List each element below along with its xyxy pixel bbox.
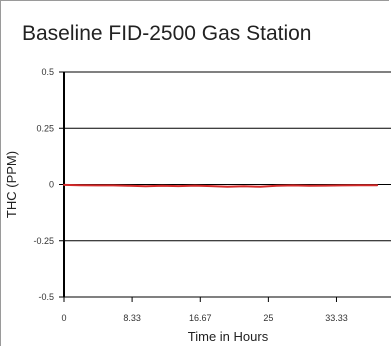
y-tick-label: -0.5 — [38, 292, 54, 302]
axes — [59, 71, 337, 302]
tick-labels: 0.5 0.25 0 -0.25 -0.5 0 8.33 16.67 25 33.33 — [33, 67, 347, 323]
x-axis-label: Time in Hours — [188, 329, 269, 344]
series-line — [63, 183, 379, 188]
y-axis-label: THC (PPM) — [4, 151, 19, 218]
x-tick-label: 8.33 — [123, 313, 141, 323]
y-tick-label: -0.25 — [33, 236, 54, 246]
y-tick-label: 0.5 — [41, 67, 54, 77]
x-tick-label: 25 — [263, 313, 273, 323]
series-lines — [63, 183, 379, 188]
x-tick-label: 0 — [61, 313, 66, 323]
chart-title: Baseline FID-2500 Gas Station — [22, 22, 312, 45]
y-tick-label: 0 — [49, 180, 54, 190]
y-tick-label: 0.25 — [36, 123, 54, 133]
x-tick-label: 33.33 — [325, 313, 348, 323]
x-tick-label: 16.67 — [189, 313, 212, 323]
